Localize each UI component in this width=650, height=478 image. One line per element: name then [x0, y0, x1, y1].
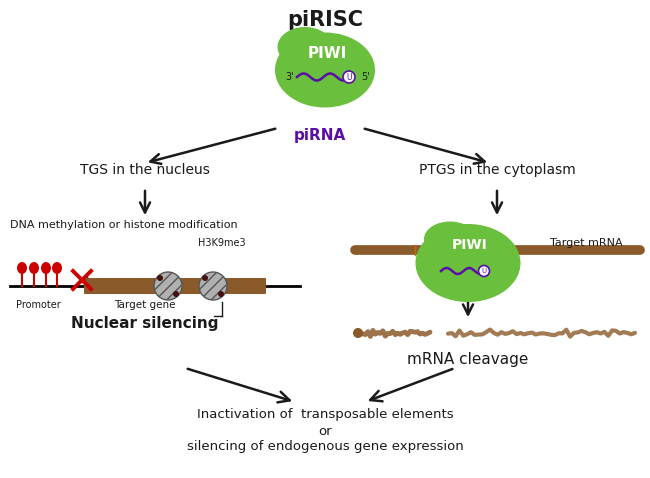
Text: U: U [482, 268, 487, 274]
Text: Target gene: Target gene [114, 300, 176, 310]
Ellipse shape [41, 262, 51, 274]
Circle shape [173, 291, 179, 297]
Ellipse shape [275, 33, 375, 108]
FancyBboxPatch shape [84, 278, 266, 294]
Text: piRNA: piRNA [294, 128, 346, 143]
Text: Inactivation of  transposable elements: Inactivation of transposable elements [197, 408, 453, 421]
Ellipse shape [424, 221, 476, 257]
Circle shape [343, 71, 355, 83]
Text: mRNA cleavage: mRNA cleavage [408, 352, 528, 367]
Ellipse shape [415, 224, 521, 302]
Text: or: or [318, 425, 332, 438]
Text: DNA methylation or histone modification: DNA methylation or histone modification [10, 220, 238, 230]
Ellipse shape [278, 27, 333, 67]
Ellipse shape [52, 262, 62, 274]
Text: TGS in the nucleus: TGS in the nucleus [80, 163, 210, 177]
Circle shape [202, 275, 208, 281]
Circle shape [478, 265, 489, 276]
Text: U: U [346, 73, 352, 82]
Circle shape [157, 275, 163, 281]
Text: Target mRNA: Target mRNA [550, 238, 623, 248]
Text: silencing of endogenous gene expression: silencing of endogenous gene expression [187, 440, 463, 453]
Text: H3K9me3: H3K9me3 [198, 238, 246, 248]
Circle shape [154, 272, 182, 300]
Circle shape [199, 272, 227, 300]
Ellipse shape [29, 262, 39, 274]
Text: PIWI: PIWI [452, 238, 488, 252]
Text: piRISC: piRISC [287, 10, 363, 30]
Text: PIWI: PIWI [307, 45, 346, 61]
Circle shape [218, 291, 224, 297]
Text: 3': 3' [285, 72, 294, 82]
Text: 5': 5' [361, 72, 370, 82]
Circle shape [353, 328, 363, 338]
Text: Promoter: Promoter [16, 300, 60, 310]
Text: Nuclear silencing: Nuclear silencing [72, 316, 219, 331]
Text: PTGS in the cytoplasm: PTGS in the cytoplasm [419, 163, 575, 177]
Ellipse shape [17, 262, 27, 274]
